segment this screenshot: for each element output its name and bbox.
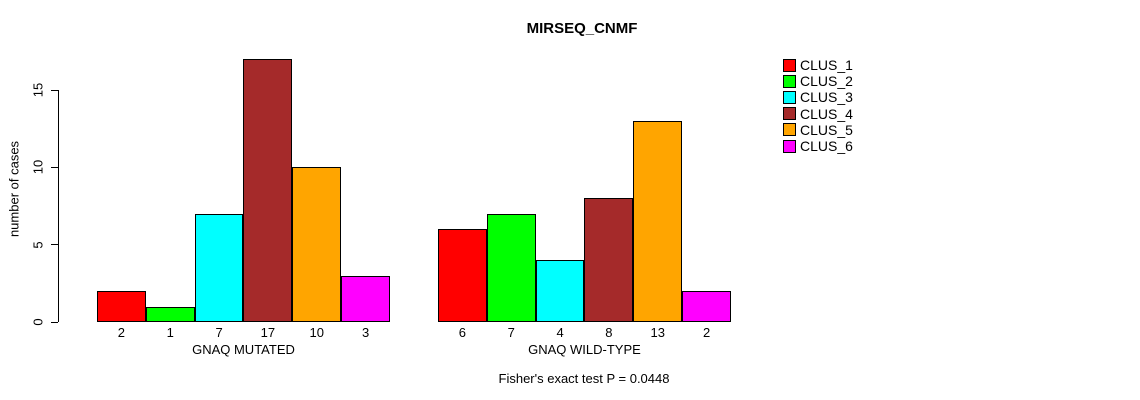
legend-item: CLUS_2 [783, 73, 853, 89]
group-label: GNAQ MUTATED [192, 342, 295, 357]
bar-value-label: 3 [361, 325, 370, 340]
bar-value-label: 17 [260, 325, 276, 340]
bar-clus_1 [97, 291, 146, 322]
legend-swatch-clus_3 [783, 90, 796, 104]
y-axis-tick-label: 5 [30, 241, 46, 249]
legend-label: CLUS_2 [800, 73, 853, 90]
bar-clus_3 [194, 213, 244, 322]
footnote-text: Fisher's exact test P = 0.0448 [498, 371, 670, 386]
legend-label: CLUS_4 [800, 105, 853, 122]
y-axis-tick-label: 15 [30, 82, 46, 98]
legend-label: CLUS_3 [800, 89, 853, 106]
y-axis-line [58, 90, 59, 322]
legend-label: CLUS_5 [800, 121, 853, 138]
bar-clus_1 [438, 229, 487, 322]
y-axis-tick [51, 321, 58, 323]
bar-value-label: 2 [702, 325, 711, 340]
bar-clus_2 [145, 306, 195, 322]
legend-label: CLUS_6 [800, 138, 853, 155]
bar-clus_5 [292, 167, 342, 322]
legend-label: CLUS_1 [800, 57, 853, 74]
bar-clus_4 [243, 59, 293, 322]
legend-item: CLUS_5 [783, 122, 853, 138]
legend-swatch-clus_2 [783, 74, 796, 88]
y-axis-tick-label: 0 [30, 318, 46, 326]
bar-clus_5 [633, 120, 683, 322]
y-axis-tick [51, 244, 58, 246]
bar-clus_4 [584, 198, 634, 322]
bar-value-label: 1 [166, 325, 174, 340]
legend-swatch-clus_1 [783, 58, 796, 72]
chart-title: MIRSEQ_CNMF [526, 20, 638, 37]
legend: CLUS_1 CLUS_2 CLUS_3 CLUS_4 CLUS_5 CLUS_6 [783, 57, 853, 154]
bar-value-label: 10 [309, 325, 324, 340]
legend-item: CLUS_3 [783, 89, 853, 105]
y-axis-tick [51, 89, 58, 91]
bar-value-label: 6 [458, 325, 467, 340]
bar-value-label: 2 [117, 325, 126, 340]
bar-value-label: 8 [605, 325, 613, 340]
bar-value-label: 4 [556, 325, 564, 340]
bar-clus_6 [341, 275, 390, 322]
bar-clus_2 [486, 213, 536, 322]
bar-clus_6 [682, 291, 731, 322]
legend-swatch-clus_6 [783, 139, 796, 153]
y-axis-tick [51, 166, 58, 168]
legend-item: CLUS_1 [783, 57, 853, 73]
legend-item: CLUS_4 [783, 106, 853, 122]
bar-clus_3 [535, 260, 585, 322]
bar-value-label: 13 [650, 325, 665, 340]
bar-value-label: 7 [215, 325, 223, 340]
legend-swatch-clus_5 [783, 123, 796, 137]
legend-item: CLUS_6 [783, 138, 853, 154]
bar-value-label: 7 [507, 325, 515, 340]
y-axis-label: number of cases [6, 140, 22, 238]
legend-swatch-clus_4 [783, 107, 796, 121]
group-label: GNAQ WILD-TYPE [528, 342, 641, 357]
y-axis-tick-label: 10 [30, 160, 46, 175]
